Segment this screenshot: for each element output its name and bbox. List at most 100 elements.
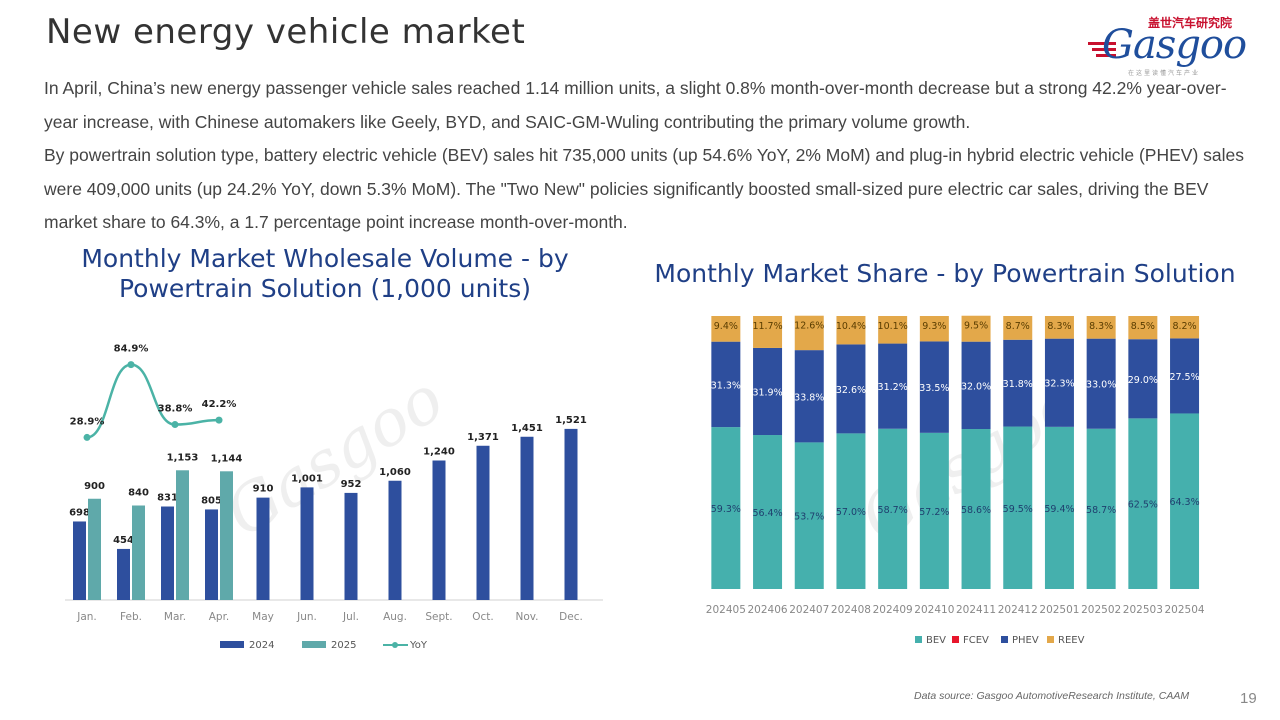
bar-reev-202503 xyxy=(1128,316,1158,340)
bar-phev-202407 xyxy=(794,350,824,443)
value-label-bev: 58.7% xyxy=(878,505,908,516)
legend-swatch-fcev xyxy=(952,636,959,643)
value-label-bev: 58.6% xyxy=(961,505,991,516)
logo-chinese-text: 盖世汽车研究院 xyxy=(1147,16,1232,30)
bar-phev-202411 xyxy=(961,341,991,430)
x-tick-label: 202411 xyxy=(956,604,996,616)
value-label-2025: 900 xyxy=(84,481,105,492)
value-label-2024: 1,060 xyxy=(379,467,411,478)
value-label-bev: 57.2% xyxy=(919,507,949,518)
value-label-bev: 53.7% xyxy=(794,512,824,523)
value-label-phev: 27.5% xyxy=(1169,372,1199,383)
legend-label-fcev: FCEV xyxy=(963,635,989,646)
x-tick-label: 202408 xyxy=(831,604,871,616)
value-label-bev: 59.4% xyxy=(1044,504,1074,515)
value-label-reev: 8.2% xyxy=(1172,321,1196,332)
legend-swatch-bev xyxy=(915,636,922,643)
yoy-label: 28.9% xyxy=(70,416,105,427)
x-tick-label: 202410 xyxy=(914,604,954,616)
page-number: 19 xyxy=(1240,690,1257,707)
bar-2025-feb xyxy=(132,505,145,600)
bar-reev-202411 xyxy=(961,315,991,342)
value-label-2024: 454 xyxy=(113,535,134,546)
logo-tagline: 在这里读懂汽车产业 xyxy=(1128,71,1201,77)
legend-label-bev: BEV xyxy=(926,635,946,646)
bar-phev-202408 xyxy=(836,344,866,434)
page-title: New energy vehicle market xyxy=(46,12,526,52)
bar-2025-jan xyxy=(88,498,101,600)
yoy-label: 38.8% xyxy=(158,404,193,415)
volume-chart: 698 900 Jan. 454 840 Feb. 831 1,153 Mar. 805 1,144… xyxy=(65,344,603,651)
bar-reev-202501 xyxy=(1044,316,1074,339)
value-label-phev: 33.8% xyxy=(794,392,824,403)
x-tick-label: Mar. xyxy=(164,611,186,623)
value-label-phev: 31.3% xyxy=(711,380,741,391)
legend-swatch-2024 xyxy=(220,641,244,648)
value-label-2024: 831 xyxy=(157,493,178,504)
bar-reev-202410 xyxy=(919,316,949,342)
legend-marker-yoy xyxy=(392,642,398,648)
bar-phev-202409 xyxy=(878,343,908,429)
x-tick-label: Sept. xyxy=(425,611,452,623)
logo-wordmark: Gasgoo xyxy=(1102,22,1247,68)
summary-paragraph-1: In April, China’s new energy passenger v… xyxy=(44,78,1227,132)
bar-2024-jun xyxy=(300,487,314,600)
x-tick-label: 202407 xyxy=(789,604,829,616)
bar-2025-apr xyxy=(220,471,233,600)
value-label-2024: 952 xyxy=(341,479,362,490)
x-tick-label: 202406 xyxy=(748,604,788,616)
value-label-2024: 1,371 xyxy=(467,432,499,443)
x-tick-label: 202409 xyxy=(873,604,913,616)
bar-reev-202409 xyxy=(878,316,908,344)
bar-bev-202504 xyxy=(1170,413,1200,589)
value-label-2024: 1,240 xyxy=(423,447,455,458)
bar-phev-202412 xyxy=(1003,339,1033,427)
value-label-reev: 10.1% xyxy=(878,321,908,332)
yoy-point xyxy=(83,433,91,441)
value-label-phev: 31.9% xyxy=(752,387,782,398)
bar-bev-202411 xyxy=(961,429,991,589)
bar-reev-202406 xyxy=(753,316,783,348)
x-tick-label: Nov. xyxy=(515,611,538,623)
bar-reev-202407 xyxy=(794,315,824,351)
logo-stripes-icon xyxy=(1088,42,1116,57)
legend-label-reev: REEV xyxy=(1058,635,1085,646)
bar-bev-202502 xyxy=(1086,428,1116,589)
value-label-reev: 11.7% xyxy=(752,321,782,332)
x-tick-label: 202504 xyxy=(1165,604,1205,616)
bar-phev-202503 xyxy=(1128,339,1158,419)
bar-bev-202406 xyxy=(753,435,783,589)
bar-bev-202501 xyxy=(1044,426,1074,589)
legend-swatch-2025 xyxy=(302,641,326,648)
bar-phev-202406 xyxy=(753,347,783,436)
value-label-reev: 9.3% xyxy=(922,321,946,332)
value-label-reev: 8.3% xyxy=(1089,321,1113,332)
value-label-reev: 12.6% xyxy=(794,321,824,332)
x-tick-label: Jul. xyxy=(342,611,359,623)
x-tick-label: Aug. xyxy=(383,611,407,623)
volume-chart-title: Monthly Market Wholesale Volume - by Pow… xyxy=(81,244,569,303)
value-label-reev: 10.4% xyxy=(836,321,866,332)
yoy-point xyxy=(171,421,179,429)
gasgoo-logo: 盖世汽车研究院 Gasgoo 在这里读懂汽车产业 xyxy=(1080,14,1250,80)
summary-paragraph-2: By powertrain solution type, battery ele… xyxy=(44,145,1244,232)
bar-2024-sept xyxy=(432,460,446,600)
bar-2024-feb xyxy=(117,548,130,600)
bar-2024-jul xyxy=(344,492,358,600)
value-label-reev: 9.5% xyxy=(964,321,988,332)
x-tick-label: Oct. xyxy=(472,611,494,623)
bar-phev-202502 xyxy=(1086,338,1116,429)
value-label-reev: 8.3% xyxy=(1047,321,1071,332)
value-label-phev: 33.5% xyxy=(919,383,949,394)
x-tick-label: May xyxy=(252,611,274,623)
data-source: Data source: Gasgoo AutomotiveResearch I… xyxy=(914,690,1190,702)
bar-bev-202410 xyxy=(919,432,949,589)
x-tick-label: Jun. xyxy=(296,611,317,623)
value-label-phev: 33.0% xyxy=(1086,380,1116,391)
yoy-label: 42.2% xyxy=(202,399,237,410)
value-label-2025: 840 xyxy=(128,488,149,499)
bar-reev-202405 xyxy=(711,316,741,342)
legend-swatch-reev xyxy=(1047,636,1054,643)
bar-2024-dec xyxy=(564,428,578,600)
value-label-phev: 32.0% xyxy=(961,381,991,392)
